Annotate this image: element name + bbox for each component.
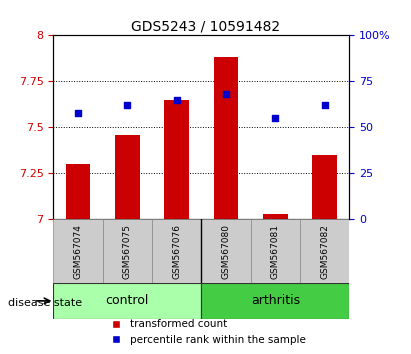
FancyBboxPatch shape bbox=[152, 219, 201, 283]
FancyBboxPatch shape bbox=[300, 219, 349, 283]
Bar bbox=[115, 135, 140, 219]
Text: GSM567074: GSM567074 bbox=[74, 224, 83, 279]
Point bbox=[75, 110, 81, 115]
Bar bbox=[164, 100, 189, 219]
Text: arthritis: arthritis bbox=[251, 295, 300, 307]
Text: GDS5243 / 10591482: GDS5243 / 10591482 bbox=[131, 19, 280, 34]
Point bbox=[124, 103, 131, 108]
Text: GSM567082: GSM567082 bbox=[320, 224, 329, 279]
FancyBboxPatch shape bbox=[53, 283, 201, 319]
Point bbox=[223, 91, 229, 97]
FancyBboxPatch shape bbox=[103, 219, 152, 283]
Bar bbox=[312, 155, 337, 219]
FancyBboxPatch shape bbox=[251, 219, 300, 283]
FancyBboxPatch shape bbox=[53, 219, 103, 283]
FancyBboxPatch shape bbox=[201, 283, 349, 319]
Text: disease state: disease state bbox=[8, 298, 82, 308]
Text: GSM567080: GSM567080 bbox=[222, 224, 231, 279]
Bar bbox=[263, 214, 288, 219]
Point bbox=[321, 103, 328, 108]
Text: GSM567075: GSM567075 bbox=[123, 224, 132, 279]
FancyBboxPatch shape bbox=[201, 219, 251, 283]
Bar bbox=[66, 164, 90, 219]
Point bbox=[173, 97, 180, 103]
Legend: transformed count, percentile rank within the sample: transformed count, percentile rank withi… bbox=[102, 315, 309, 349]
Text: control: control bbox=[106, 295, 149, 307]
Bar bbox=[214, 57, 238, 219]
Text: GSM567076: GSM567076 bbox=[172, 224, 181, 279]
Text: GSM567081: GSM567081 bbox=[271, 224, 280, 279]
Point bbox=[272, 115, 279, 121]
